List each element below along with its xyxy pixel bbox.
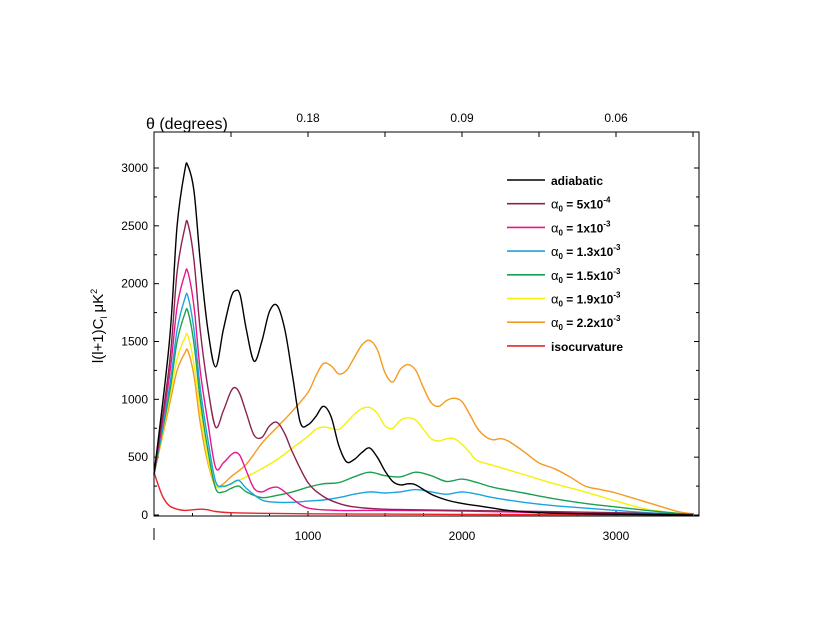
x-tick-label: 2000 [449,529,476,543]
y-axis-label-sup: 2 [89,289,99,294]
series-line-2 [153,268,694,516]
top-tick-label: 0.18 [296,111,320,125]
series-line-6 [153,339,694,515]
series-group [153,162,694,516]
top-tick-label: 0.09 [450,111,474,125]
y-axis-label-sub: l [99,317,109,319]
legend-label: α0 = 1.9x10-3 [551,291,621,309]
series-line-5 [153,332,694,516]
svg-text:l(l+1)ClμK2: l(l+1)Cl μK2 [89,289,109,363]
top-tick-label: 0.06 [604,111,628,125]
y-tick-label: 1500 [121,335,148,349]
series-line-4 [153,307,694,516]
y-tick-label: 2500 [121,219,148,233]
y-axis-label-unit: μK [90,294,107,313]
plot-frame [153,131,700,517]
legend: adiabatic α0 = 5x10-4 α0 = 1x10-3 α0 = 1.3x… [507,174,623,354]
y-tick-label: 0 [141,508,148,522]
top-axis-ticks: 0.18 0.09 0.06 [230,111,694,137]
x-tick-label: 3000 [603,529,630,543]
series-line-0 [153,162,694,516]
y-tick-label: 2000 [121,277,148,291]
series-line-7 [153,471,694,516]
y-axis-label-main: l(l+1)C [90,318,107,363]
y-axis-label: l(l+1)Cl μK2 [89,289,109,363]
top-axis-label: θ (degrees) [146,116,228,133]
x-tick-label: 1000 [295,529,322,543]
legend-label: adiabatic [551,174,603,188]
series-line-1 [153,219,694,516]
legend-label: isocurvature [551,340,623,354]
y-axis-ticks: 0 500 1000 1500 2000 2500 3000 [121,161,699,522]
y-tick-label: 500 [128,450,148,464]
legend-label: α0 = 2.2x10-3 [551,314,621,332]
x-axis-ticks: 1000 2000 3000 [153,511,694,543]
legend-label: α0 = 5x10-4 [551,196,611,214]
y-tick-label: 1000 [121,392,148,406]
legend-label: α0 = 1.3x10-3 [551,243,621,261]
legend-label: α0 = 1.5x10-3 [551,267,621,285]
legend-label: α0 = 1x10-3 [551,219,611,237]
y-tick-label: 3000 [121,161,148,175]
